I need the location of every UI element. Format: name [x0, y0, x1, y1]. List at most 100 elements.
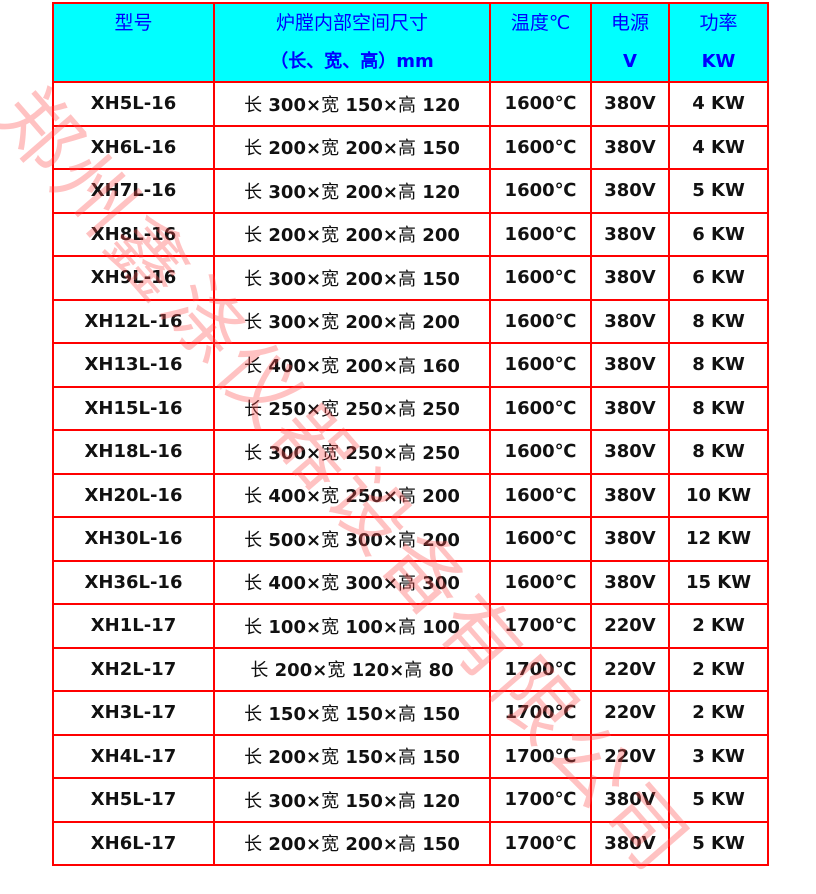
cell-temp: 1600℃	[489, 211, 592, 257]
cell-voltage: 380V	[590, 211, 670, 257]
cell-power: 6 KW	[668, 255, 769, 301]
cell-power: 15 KW	[668, 559, 769, 605]
cell-temp: 1600℃	[489, 385, 592, 431]
cell-temp: 1600℃	[489, 298, 592, 344]
table-row: XH4L-17 长 200×宽 150×高 150 1700℃ 220V 3 K…	[52, 733, 769, 779]
cell-power: 5 KW	[668, 820, 769, 866]
cell-model: XH2L-17	[52, 646, 215, 692]
cell-voltage: 220V	[590, 733, 670, 779]
cell-size: 长 200×宽 120×高 80	[213, 646, 491, 692]
cell-model: XH30L-16	[52, 516, 215, 562]
cell-voltage: 380V	[590, 124, 670, 170]
table-row: XH18L-16 长 300×宽 250×高 250 1600℃ 380V 8 …	[52, 429, 769, 475]
cell-model: XH5L-17	[52, 777, 215, 823]
table-row: XH20L-16 长 400×宽 250×高 200 1600℃ 380V 10…	[52, 472, 769, 518]
cell-model: XH12L-16	[52, 298, 215, 344]
cell-voltage: 380V	[590, 429, 670, 475]
cell-power: 5 KW	[668, 168, 769, 214]
cell-power: 4 KW	[668, 81, 769, 127]
cell-power: 10 KW	[668, 472, 769, 518]
cell-model: XH15L-16	[52, 385, 215, 431]
table-row: XH8L-16 长 200×宽 200×高 200 1600℃ 380V 6 K…	[52, 211, 769, 257]
cell-model: XH5L-16	[52, 81, 215, 127]
cell-voltage: 380V	[590, 472, 670, 518]
header-row: 型号 炉膛内部空间尺寸 （长、宽、高）mm 温度℃ 电源 V 功率 KW	[52, 2, 769, 83]
table-row: XH6L-17 长 200×宽 200×高 150 1700℃ 380V 5 K…	[52, 820, 769, 866]
cell-temp: 1700℃	[489, 820, 592, 866]
cell-model: XH7L-16	[52, 168, 215, 214]
cell-size: 长 300×宽 200×高 200	[213, 298, 491, 344]
table-row: XH15L-16 长 250×宽 250×高 250 1600℃ 380V 8 …	[52, 385, 769, 431]
cell-power: 8 KW	[668, 342, 769, 388]
cell-size: 长 200×宽 150×高 150	[213, 733, 491, 779]
cell-voltage: 380V	[590, 820, 670, 866]
cell-size: 长 300×宽 200×高 150	[213, 255, 491, 301]
cell-voltage: 220V	[590, 646, 670, 692]
cell-power: 12 KW	[668, 516, 769, 562]
cell-temp: 1600℃	[489, 429, 592, 475]
cell-model: XH8L-16	[52, 211, 215, 257]
cell-temp: 1600℃	[489, 559, 592, 605]
cell-voltage: 220V	[590, 690, 670, 736]
header-model: 型号	[52, 2, 215, 83]
cell-voltage: 380V	[590, 559, 670, 605]
header-power: 功率 KW	[668, 2, 769, 83]
cell-model: XH6L-17	[52, 820, 215, 866]
cell-temp: 1600℃	[489, 168, 592, 214]
cell-voltage: 220V	[590, 603, 670, 649]
cell-power: 5 KW	[668, 777, 769, 823]
table-row: XH5L-16 长 300×宽 150×高 120 1600℃ 380V 4 K…	[52, 81, 769, 127]
cell-model: XH3L-17	[52, 690, 215, 736]
cell-temp: 1600℃	[489, 81, 592, 127]
cell-temp: 1600℃	[489, 342, 592, 388]
table-row: XH5L-17 长 300×宽 150×高 120 1700℃ 380V 5 K…	[52, 777, 769, 823]
cell-temp: 1700℃	[489, 646, 592, 692]
table-row: XH9L-16 长 300×宽 200×高 150 1600℃ 380V 6 K…	[52, 255, 769, 301]
table-row: XH2L-17 长 200×宽 120×高 80 1700℃ 220V 2 KW	[52, 646, 769, 692]
table-row: XH30L-16 长 500×宽 300×高 200 1600℃ 380V 12…	[52, 516, 769, 562]
cell-power: 6 KW	[668, 211, 769, 257]
cell-temp: 1700℃	[489, 690, 592, 736]
cell-size: 长 400×宽 250×高 200	[213, 472, 491, 518]
table-row: XH12L-16 长 300×宽 200×高 200 1600℃ 380V 8 …	[52, 298, 769, 344]
cell-size: 长 300×宽 150×高 120	[213, 81, 491, 127]
cell-temp: 1600℃	[489, 255, 592, 301]
cell-voltage: 380V	[590, 255, 670, 301]
cell-voltage: 380V	[590, 168, 670, 214]
table-row: XH1L-17 长 100×宽 100×高 100 1700℃ 220V 2 K…	[52, 603, 769, 649]
header-size: 炉膛内部空间尺寸 （长、宽、高）mm	[213, 2, 491, 83]
cell-size: 长 300×宽 150×高 120	[213, 777, 491, 823]
cell-model: XH18L-16	[52, 429, 215, 475]
cell-voltage: 380V	[590, 516, 670, 562]
cell-model: XH20L-16	[52, 472, 215, 518]
cell-power: 4 KW	[668, 124, 769, 170]
cell-power: 2 KW	[668, 690, 769, 736]
cell-size: 长 200×宽 200×高 200	[213, 211, 491, 257]
cell-size: 长 200×宽 200×高 150	[213, 820, 491, 866]
table-row: XH13L-16 长 400×宽 200×高 160 1600℃ 380V 8 …	[52, 342, 769, 388]
header-temp: 温度℃	[489, 2, 592, 83]
header-power-supply: 电源 V	[590, 2, 670, 83]
cell-size: 长 500×宽 300×高 200	[213, 516, 491, 562]
cell-voltage: 380V	[590, 777, 670, 823]
cell-size: 长 100×宽 100×高 100	[213, 603, 491, 649]
cell-power: 8 KW	[668, 298, 769, 344]
cell-temp: 1600℃	[489, 124, 592, 170]
cell-size: 长 300×宽 200×高 120	[213, 168, 491, 214]
cell-size: 长 250×宽 250×高 250	[213, 385, 491, 431]
cell-model: XH9L-16	[52, 255, 215, 301]
cell-temp: 1700℃	[489, 777, 592, 823]
table-row: XH36L-16 长 400×宽 300×高 300 1600℃ 380V 15…	[52, 559, 769, 605]
cell-voltage: 380V	[590, 385, 670, 431]
spec-table: 型号 炉膛内部空间尺寸 （长、宽、高）mm 温度℃ 电源 V 功率 KW XH5L-1…	[52, 2, 769, 866]
cell-temp: 1700℃	[489, 733, 592, 779]
cell-model: XH13L-16	[52, 342, 215, 388]
cell-size: 长 400×宽 200×高 160	[213, 342, 491, 388]
cell-size: 长 200×宽 200×高 150	[213, 124, 491, 170]
table-row: XH6L-16 长 200×宽 200×高 150 1600℃ 380V 4 K…	[52, 124, 769, 170]
cell-size: 长 300×宽 250×高 250	[213, 429, 491, 475]
cell-power: 8 KW	[668, 385, 769, 431]
cell-voltage: 380V	[590, 342, 670, 388]
cell-power: 2 KW	[668, 603, 769, 649]
cell-power: 3 KW	[668, 733, 769, 779]
